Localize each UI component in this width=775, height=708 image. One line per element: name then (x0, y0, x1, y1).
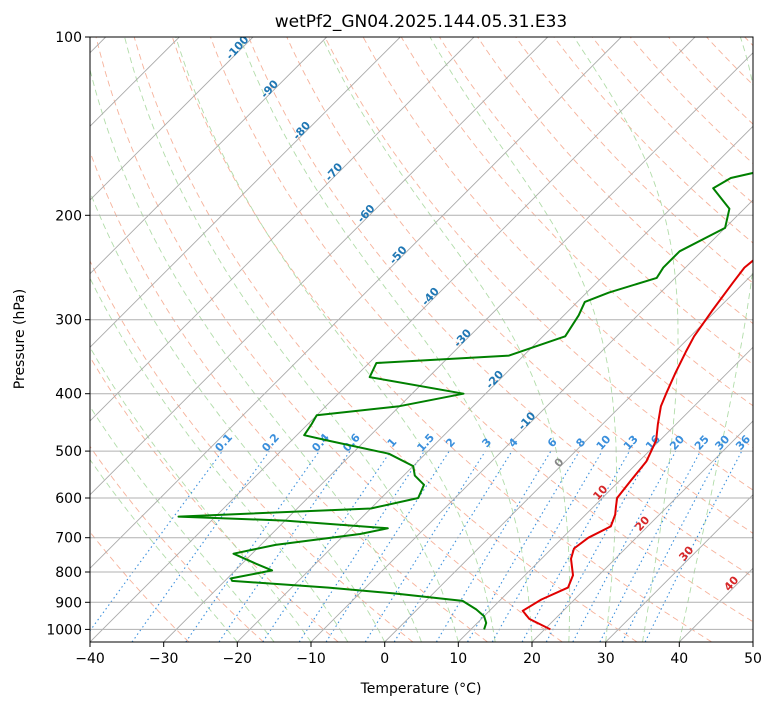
moist-adiabat-line (90, 458, 238, 642)
mixing-ratio-line (572, 450, 677, 642)
mixing-ratio-line (262, 450, 392, 642)
isotherm-line (90, 37, 475, 422)
sounding-profiles (177, 171, 753, 631)
moist-adiabat-line (321, 37, 571, 642)
mixing-ratio-line (467, 450, 580, 642)
isotherm-line (90, 37, 622, 569)
y-tick-label: 700 (55, 531, 82, 547)
y-tick-label: 200 (55, 208, 82, 224)
moist-adiabat-line (573, 37, 679, 642)
isotherm-line (531, 420, 753, 642)
isotherm-line (90, 37, 549, 496)
temperature-profile-line (521, 259, 753, 631)
moist-adiabat-line (90, 67, 422, 642)
x-tick-label: 30 (597, 651, 615, 667)
dry-adiabat-line (95, 37, 563, 642)
dry-adiabat-line (210, 37, 753, 623)
plot-area: -100-90-80-70-60-50-40-30-20-1000.1 0.2 0.… (90, 37, 753, 642)
isotherm-line (90, 37, 696, 642)
dry-adiabat-line (248, 37, 753, 578)
isotherms (90, 37, 753, 642)
y-tick-label: 900 (55, 595, 82, 611)
dry-adiabat-line (286, 37, 753, 534)
dry-adiabat-line (90, 445, 264, 642)
mixing-ratio-line (185, 450, 320, 642)
dry-adiabat-line (90, 259, 414, 642)
dry-adiabat-line (515, 37, 753, 284)
isotherm-line (90, 37, 328, 275)
dewpoint-profile-line (177, 171, 753, 630)
x-tick-label: 10 (449, 651, 467, 667)
moist-adiabat-line (90, 190, 386, 642)
y-tick-label: 600 (55, 491, 82, 507)
isotherm-line (90, 37, 254, 201)
moist-adiabat-line (175, 37, 496, 642)
mixing-ratio-line (218, 450, 351, 642)
x-tick-label: 50 (744, 651, 762, 667)
x-tick-label: 20 (523, 651, 541, 667)
pressure-gridlines (90, 37, 753, 630)
y-tick-label: 400 (55, 387, 82, 403)
x-tick-label: −30 (149, 651, 179, 667)
moist-adiabat-line (429, 37, 617, 642)
dry-adiabat-line (171, 37, 712, 642)
x-tick-label: 40 (670, 651, 688, 667)
plot-frame (89, 36, 754, 643)
x-axis-title: Temperature (°C) (360, 681, 482, 697)
mixing-ratio-line (298, 450, 425, 642)
isotherm-line (310, 199, 753, 642)
x-tick-label: 0 (380, 651, 389, 667)
y-tick-label: 100 (55, 30, 82, 46)
mixing-ratio-line (435, 450, 552, 642)
y-tick-label: 1000 (46, 622, 82, 638)
moist-adiabat-line (239, 37, 533, 642)
moist-adiabat-line (90, 277, 349, 642)
dry-adiabat-line (324, 37, 753, 491)
mixing-ratio-line (599, 450, 701, 642)
y-axis: 1000 900 800 700 600 500 400 300 200 100 (46, 30, 90, 638)
x-axis: −40 −30 −20 −10 0 10 20 30 40 50 (75, 642, 762, 667)
isotherm-line (163, 52, 753, 642)
x-tick-label: −40 (75, 651, 105, 667)
mixing-ratio-line (364, 450, 486, 642)
isotherm-line (384, 273, 753, 642)
y-axis-title: Pressure (hPa) (12, 289, 28, 389)
y-tick-label: 800 (55, 565, 82, 581)
moist-adiabat-line (678, 37, 753, 642)
chart-title: wetPf2_GN04.2025.144.05.31.E33 (275, 12, 567, 32)
isotherm-line (457, 346, 753, 642)
isotherm-line (236, 125, 753, 642)
moist-adiabat-line (90, 405, 275, 642)
y-tick-label: 300 (55, 313, 82, 329)
y-tick-label: 500 (55, 444, 82, 460)
mixing-ratio-line (325, 450, 450, 642)
x-tick-label: −10 (296, 651, 326, 667)
dry-adiabat-line (133, 37, 638, 642)
x-tick-label: −20 (223, 651, 253, 667)
isotherm-line (90, 37, 401, 348)
isotherm-line (605, 494, 753, 642)
